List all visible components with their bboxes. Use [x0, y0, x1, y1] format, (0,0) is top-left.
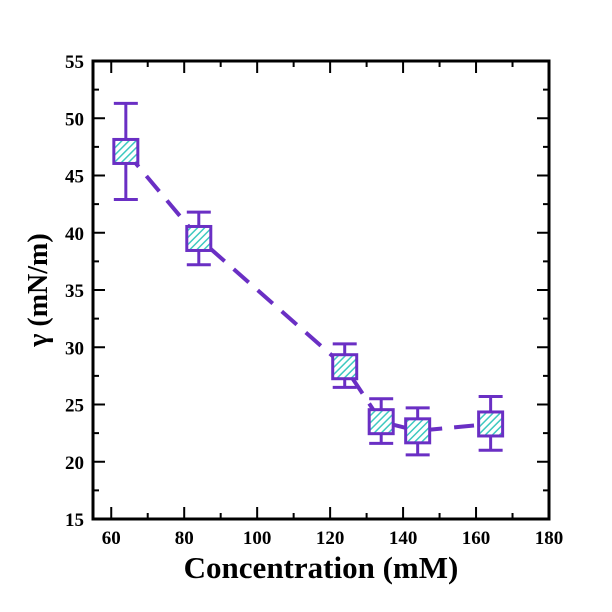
- x-axis-title: Concentration (mM): [184, 550, 459, 585]
- x-tick-label: 140: [389, 528, 418, 549]
- x-tick-label: 60: [102, 528, 121, 549]
- x-tick-label: 160: [462, 528, 491, 549]
- data-point: [331, 353, 359, 381]
- y-tick-label: 30: [65, 338, 84, 359]
- data-point: [404, 417, 432, 445]
- y-tick-label: 45: [65, 167, 84, 188]
- data-point: [112, 137, 140, 165]
- y-tick-label: 15: [65, 510, 84, 531]
- y-tick-label: 20: [65, 453, 84, 474]
- y-tick-label: 35: [65, 281, 84, 302]
- y-tick-label: 40: [65, 224, 84, 245]
- x-tick-label: 120: [316, 528, 345, 549]
- y-axis-title: γ (mN/m): [23, 233, 54, 347]
- data-point: [477, 410, 505, 438]
- x-tick-label: 100: [243, 528, 272, 549]
- y-tick-label: 50: [65, 109, 84, 130]
- data-point: [185, 224, 213, 252]
- series-dashed-line: [124, 150, 491, 433]
- x-tick-label: 80: [175, 528, 194, 549]
- x-tick-label: 180: [535, 528, 564, 549]
- y-tick-label: 25: [65, 396, 84, 417]
- plot-area: 60 80 100 120 140 160 180 15 20 25 30 35 40 45 50 55: [65, 52, 563, 549]
- data-point: [367, 408, 395, 436]
- y-tick-label: 55: [65, 52, 84, 73]
